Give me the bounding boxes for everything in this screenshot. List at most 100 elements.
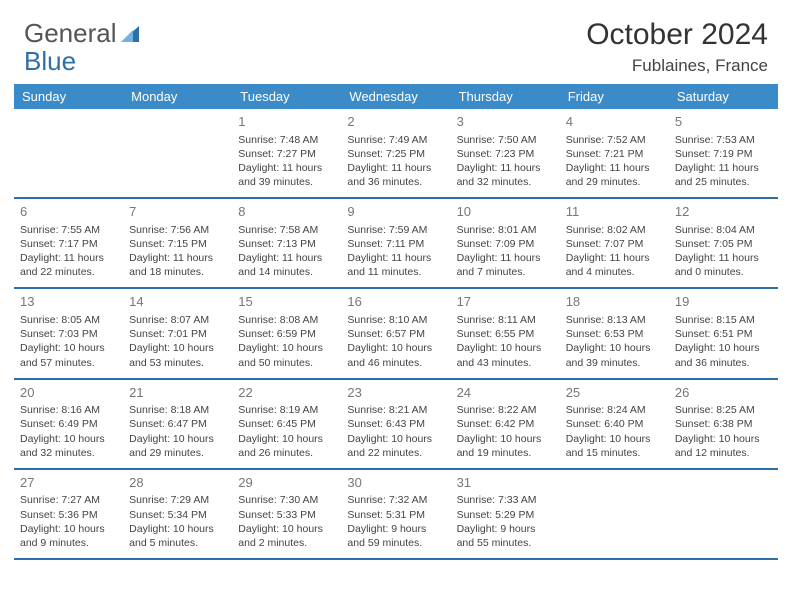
daylight-line: Daylight: 10 hours and 39 minutes. (566, 341, 663, 369)
daylight-line: Daylight: 10 hours and 46 minutes. (347, 341, 444, 369)
day-number: 6 (20, 203, 117, 221)
day-number: 21 (129, 384, 226, 402)
day-cell: 3Sunrise: 7:50 AMSunset: 7:23 PMDaylight… (451, 109, 560, 197)
day-header-cell: Wednesday (341, 84, 450, 109)
sunrise-line: Sunrise: 8:21 AM (347, 403, 444, 417)
sunrise-line: Sunrise: 8:22 AM (457, 403, 554, 417)
sunset-line: Sunset: 6:43 PM (347, 417, 444, 431)
empty-cell (123, 109, 232, 197)
daylight-line: Daylight: 11 hours and 32 minutes. (457, 161, 554, 189)
sunrise-line: Sunrise: 8:07 AM (129, 313, 226, 327)
daylight-line: Daylight: 9 hours and 55 minutes. (457, 522, 554, 550)
sunset-line: Sunset: 7:25 PM (347, 147, 444, 161)
day-cell: 23Sunrise: 8:21 AMSunset: 6:43 PMDayligh… (341, 380, 450, 468)
daylight-line: Daylight: 10 hours and 26 minutes. (238, 432, 335, 460)
day-number: 5 (675, 113, 772, 131)
daylight-line: Daylight: 11 hours and 0 minutes. (675, 251, 772, 279)
sunrise-line: Sunrise: 8:11 AM (457, 313, 554, 327)
day-number: 26 (675, 384, 772, 402)
sunset-line: Sunset: 7:01 PM (129, 327, 226, 341)
day-cell: 8Sunrise: 7:58 AMSunset: 7:13 PMDaylight… (232, 199, 341, 287)
month-title: October 2024 (586, 18, 768, 52)
sunset-line: Sunset: 6:49 PM (20, 417, 117, 431)
day-header-cell: Friday (560, 84, 669, 109)
day-cell: 30Sunrise: 7:32 AMSunset: 5:31 PMDayligh… (341, 470, 450, 558)
day-cell: 6Sunrise: 7:55 AMSunset: 7:17 PMDaylight… (14, 199, 123, 287)
day-cell: 26Sunrise: 8:25 AMSunset: 6:38 PMDayligh… (669, 380, 778, 468)
day-cell: 13 Sunrise: 8:05 AMSunset: 7:03 PMDayligh… (14, 289, 123, 377)
day-cell: 2Sunrise: 7:49 AMSunset: 7:25 PMDaylight… (341, 109, 450, 197)
sunrise-line: Sunrise: 8:18 AM (129, 403, 226, 417)
day-cell: 12Sunrise: 8:04 AMSunset: 7:05 PMDayligh… (669, 199, 778, 287)
day-header-cell: Tuesday (232, 84, 341, 109)
sunrise-line: Sunrise: 8:25 AM (675, 403, 772, 417)
daylight-line: Daylight: 11 hours and 39 minutes. (238, 161, 335, 189)
sunrise-line: Sunrise: 8:16 AM (20, 403, 117, 417)
day-cell: 4Sunrise: 7:52 AMSunset: 7:21 PMDaylight… (560, 109, 669, 197)
day-number: 25 (566, 384, 663, 402)
week-row: 13Sunrise: 8:05 AMSunset: 7:03 PMDayligh… (14, 289, 778, 379)
sunset-line: Sunset: 6:53 PM (566, 327, 663, 341)
daylight-line: Daylight: 11 hours and 22 minutes. (20, 251, 117, 279)
day-number: 16 (347, 293, 444, 311)
daylight-line: Daylight: 10 hours and 57 minutes. (20, 341, 117, 369)
sunrise-line: Sunrise: 7:55 AM (20, 223, 117, 237)
sunrise-line: Sunrise: 7:32 AM (347, 493, 444, 507)
sunrise-line: Sunrise: 8:01 AM (457, 223, 554, 237)
daylight-line: Daylight: 11 hours and 11 minutes. (347, 251, 444, 279)
sunrise-line: Sunrise: 8:02 AM (566, 223, 663, 237)
sunset-line: Sunset: 5:36 PM (20, 508, 117, 522)
day-number: 13 (20, 293, 117, 311)
daylight-line: Daylight: 10 hours and 5 minutes. (129, 522, 226, 550)
day-number: 2 (347, 113, 444, 131)
sunrise-line: Sunrise: 7:56 AM (129, 223, 226, 237)
sunset-line: Sunset: 6:45 PM (238, 417, 335, 431)
day-number: 1 (238, 113, 335, 131)
day-number: 12 (675, 203, 772, 221)
sunset-line: Sunset: 7:27 PM (238, 147, 335, 161)
sunrise-line: Sunrise: 7:58 AM (238, 223, 335, 237)
sunrise-line: Sunrise: 7:53 AM (675, 133, 772, 147)
sunrise-line: Sunrise: 7:59 AM (347, 223, 444, 237)
sunrise-line: Sunrise: 7:49 AM (347, 133, 444, 147)
sunset-line: Sunset: 6:55 PM (457, 327, 554, 341)
sunrise-line: Sunrise: 8:24 AM (566, 403, 663, 417)
daylight-line: Daylight: 11 hours and 25 minutes. (675, 161, 772, 189)
day-number: 23 (347, 384, 444, 402)
logo: General (24, 18, 141, 49)
day-cell: 10Sunrise: 8:01 AMSunset: 7:09 PMDayligh… (451, 199, 560, 287)
day-cell: 7Sunrise: 7:56 AMSunset: 7:15 PMDaylight… (123, 199, 232, 287)
sunset-line: Sunset: 7:05 PM (675, 237, 772, 251)
daylight-line: Daylight: 10 hours and 29 minutes. (129, 432, 226, 460)
sunset-line: Sunset: 5:31 PM (347, 508, 444, 522)
daylight-line: Daylight: 9 hours and 59 minutes. (347, 522, 444, 550)
sunset-line: Sunset: 7:21 PM (566, 147, 663, 161)
day-cell: 27Sunrise: 7:27 AMSunset: 5:36 PMDayligh… (14, 470, 123, 558)
daylight-line: Daylight: 10 hours and 22 minutes. (347, 432, 444, 460)
header: General October 2024 Fublaines, France (0, 0, 792, 84)
week-row: 1Sunrise: 7:48 AMSunset: 7:27 PMDaylight… (14, 109, 778, 199)
day-number: 24 (457, 384, 554, 402)
daylight-line: Daylight: 11 hours and 29 minutes. (566, 161, 663, 189)
day-header-cell: Monday (123, 84, 232, 109)
daylight-line: Daylight: 10 hours and 32 minutes. (20, 432, 117, 460)
daylight-line: Daylight: 10 hours and 9 minutes. (20, 522, 117, 550)
sunset-line: Sunset: 7:03 PM (20, 327, 117, 341)
day-cell: 17Sunrise: 8:11 AMSunset: 6:55 PMDayligh… (451, 289, 560, 377)
sunrise-line: Sunrise: 7:29 AM (129, 493, 226, 507)
calendar: SundayMondayTuesdayWednesdayThursdayFrid… (0, 84, 792, 560)
daylight-line: Daylight: 11 hours and 7 minutes. (457, 251, 554, 279)
day-cell: 28Sunrise: 7:29 AMSunset: 5:34 PMDayligh… (123, 470, 232, 558)
sunrise-line: Sunrise: 8:19 AM (238, 403, 335, 417)
sunrise-line: Sunrise: 8:05 AM (20, 313, 117, 327)
daylight-line: Daylight: 11 hours and 4 minutes. (566, 251, 663, 279)
sunrise-line: Sunrise: 8:10 AM (347, 313, 444, 327)
day-number: 28 (129, 474, 226, 492)
sunset-line: Sunset: 5:33 PM (238, 508, 335, 522)
sunrise-line: Sunrise: 7:30 AM (238, 493, 335, 507)
day-number: 7 (129, 203, 226, 221)
day-header-cell: Thursday (451, 84, 560, 109)
logo-sail-icon (119, 24, 141, 44)
day-number: 30 (347, 474, 444, 492)
sunrise-line: Sunrise: 7:27 AM (20, 493, 117, 507)
